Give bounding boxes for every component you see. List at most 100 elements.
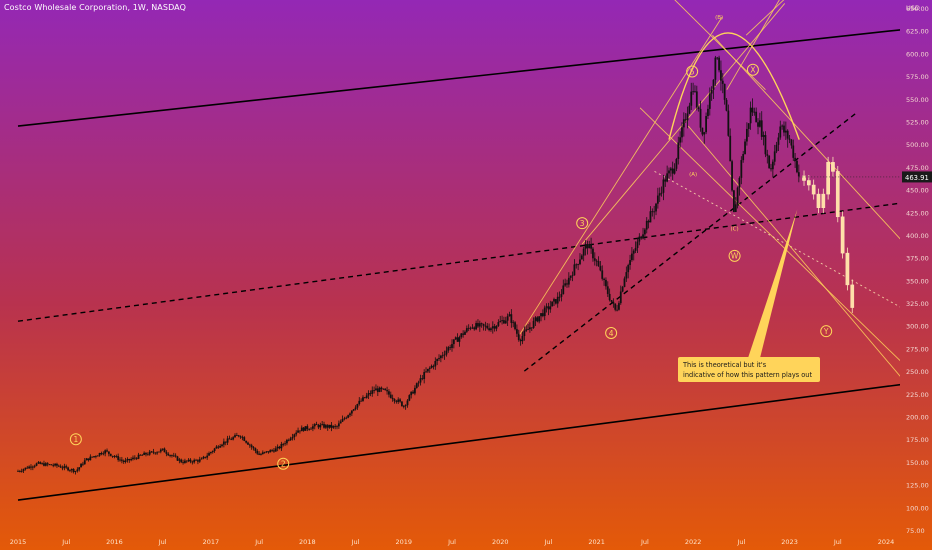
candle-body: [388, 391, 390, 395]
candle-body: [239, 436, 242, 438]
candle-body: [419, 378, 422, 383]
candle-body: [102, 453, 105, 455]
currency-label: USD: [906, 4, 920, 12]
price-tick-label: 200.00: [906, 414, 929, 422]
candle-body: [796, 160, 798, 173]
candle-body: [742, 154, 745, 161]
candle-body: [286, 439, 288, 444]
candle-body: [699, 108, 702, 128]
candle-body: [20, 470, 23, 472]
candle-body: [87, 458, 90, 461]
candle-body: [690, 91, 693, 106]
candle-body: [367, 393, 370, 396]
candle-body: [171, 455, 173, 457]
wave-label-text: 1: [73, 435, 78, 444]
candle-body: [645, 220, 648, 230]
candle-body: [714, 57, 717, 80]
annotation-box: [678, 357, 820, 382]
candle-body: [720, 70, 722, 81]
candle-body: [534, 317, 537, 321]
candle-body: [508, 314, 511, 317]
projection-body: [840, 216, 845, 254]
candle-body: [640, 236, 643, 239]
candle-body: [389, 394, 392, 398]
time-tick-label: Jul: [640, 538, 649, 546]
candle-body: [243, 437, 246, 441]
candle-body: [267, 451, 270, 453]
candle-body: [566, 283, 568, 285]
candle-body: [148, 451, 151, 455]
wave-label: Y: [820, 325, 833, 338]
candle-body: [731, 161, 733, 191]
price-tick-label: 275.00: [906, 345, 929, 353]
price-tick-label: 75.00: [906, 527, 925, 535]
time-tick-label: Jul: [544, 538, 553, 546]
wave-label-circle: [576, 217, 589, 230]
candle-body: [330, 424, 333, 428]
candle-body: [263, 451, 266, 453]
candle-body: [269, 450, 272, 453]
candle-body: [313, 424, 316, 427]
projection-body: [826, 162, 830, 195]
candle-body: [736, 187, 739, 205]
time-tick-label: 2019: [396, 538, 413, 546]
candle-body: [504, 320, 507, 324]
candle-body: [701, 127, 704, 135]
time-axis[interactable]: 2015 Jul 2016 Jul 2017 Jul 2018 Jul 2019 Jul 2020 J…: [10, 538, 895, 546]
candle-body: [204, 456, 207, 458]
candle-body: [681, 127, 683, 138]
price-tick-label: 600.00: [906, 50, 929, 58]
candle-body: [382, 388, 385, 390]
candle-body: [586, 244, 589, 249]
candle-body: [491, 326, 494, 329]
last-price-box: [902, 171, 932, 183]
candle-body: [89, 456, 92, 461]
price-axis[interactable]: 75.00 100.00 125.00 150.00 175.00 200.00 225.0…: [906, 4, 929, 535]
candle-body: [202, 456, 205, 459]
candle-body: [271, 450, 273, 451]
candle-body: [486, 325, 489, 329]
candle-body: [360, 400, 363, 402]
candle-body: [130, 459, 133, 461]
candle-body: [217, 446, 220, 448]
candle-body: [777, 137, 780, 145]
candle-body: [297, 430, 299, 433]
candle-body: [601, 270, 604, 279]
candle-body: [321, 424, 324, 425]
candle-body: [247, 442, 249, 445]
projection-body: [821, 193, 826, 208]
wave-label-circle: [820, 325, 833, 338]
candle-body: [113, 456, 116, 457]
candle-body: [94, 456, 97, 457]
projection-body: [850, 284, 855, 308]
time-tick-label: Jul: [351, 538, 360, 546]
candle-body: [749, 107, 752, 124]
candle-body: [261, 452, 264, 455]
candle-body: [530, 327, 533, 329]
candle-body: [356, 404, 359, 408]
candle-body: [556, 296, 559, 304]
candle-body: [512, 322, 515, 324]
candle-body: [458, 337, 461, 342]
candle-body: [91, 456, 94, 458]
candle-body: [414, 387, 416, 394]
candle-body: [428, 367, 431, 369]
candle-body: [757, 122, 759, 127]
projection-body: [831, 162, 835, 172]
candle-body: [606, 286, 609, 294]
candle-body: [241, 437, 244, 439]
candle-body: [439, 355, 442, 359]
candle-body: [788, 138, 791, 140]
price-tick-label: 125.00: [906, 482, 929, 490]
candle-body: [228, 438, 231, 440]
candle-body: [310, 428, 312, 430]
wave-label-text: (C): [731, 227, 739, 233]
candle-body: [43, 463, 45, 466]
candle-body: [712, 79, 715, 90]
candle-body: [449, 347, 452, 349]
candle-body: [347, 415, 350, 418]
candle-body: [182, 462, 184, 464]
candle-body: [473, 327, 476, 330]
candle-body: [753, 111, 756, 113]
candle-body: [655, 203, 657, 212]
